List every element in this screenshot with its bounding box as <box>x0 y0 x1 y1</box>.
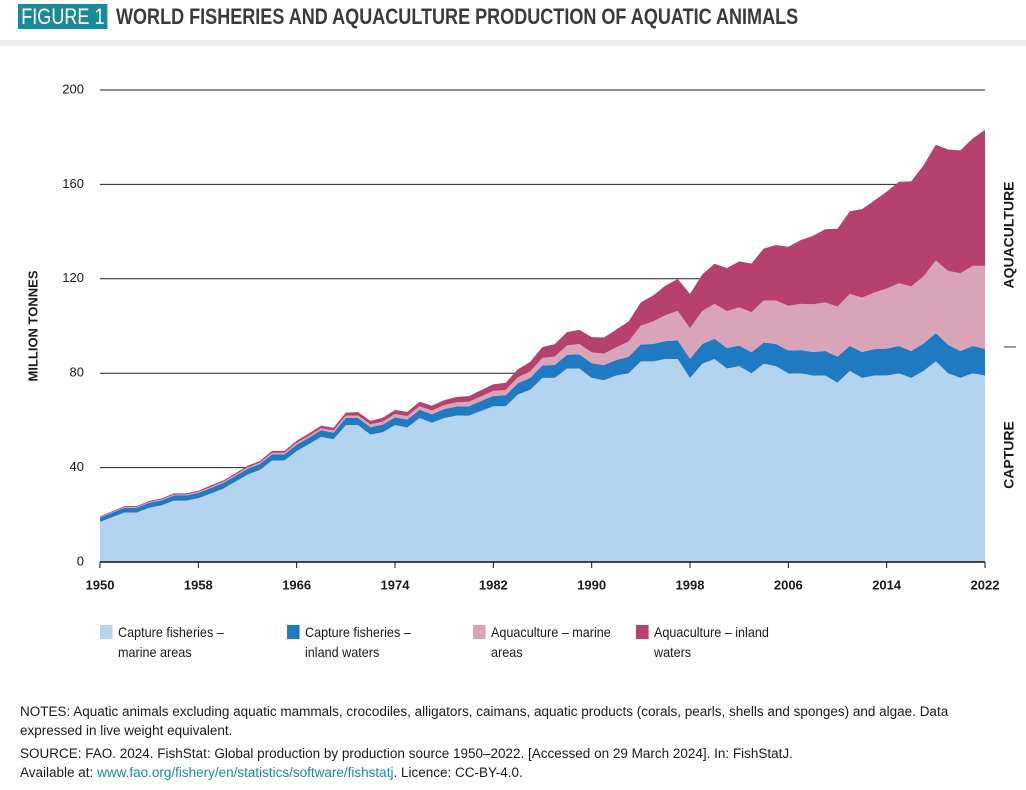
chart-title: WORLD FISHERIES AND AQUACULTURE PRODUCTI… <box>116 4 799 29</box>
source: SOURCE: FAO. 2024. FishStat: Global prod… <box>20 744 1010 782</box>
legend-swatch <box>100 625 113 639</box>
legend-swatch <box>473 625 486 639</box>
legend-label: Capture fisheries – marine areas <box>118 624 224 660</box>
legend-item: Capture fisheries – inland waters <box>287 622 440 662</box>
x-tick-label: 1998 <box>676 577 705 592</box>
source-text: SOURCE: FAO. 2024. FishStat: Global prod… <box>20 746 793 761</box>
legend-label: Aquaculture – inland waters <box>654 624 769 660</box>
y-tick-label: 200 <box>62 81 84 96</box>
source-suffix: . Licence: CC-BY-4.0. <box>393 765 523 780</box>
source-link[interactable]: www.fao.org/fishery/en/statistics/softwa… <box>97 765 394 780</box>
x-tick-label: 1982 <box>479 577 508 592</box>
x-tick-label: 1958 <box>184 577 213 592</box>
y-axis-label: MILLION TONNES <box>25 270 40 381</box>
figure-label: FIGURE 1 <box>18 4 108 29</box>
legend-item: Aquaculture – inland waters <box>636 622 789 662</box>
source-prefix: Available at: <box>20 765 94 780</box>
chart: MILLION TONNES AQUACULTURE CAPTURE 0 40 80… <box>25 81 1017 592</box>
x-tick-label: 1990 <box>577 577 606 592</box>
x-tick-label: 2006 <box>774 577 803 592</box>
y-tick-label: 0 <box>77 553 84 568</box>
y-tick-label: 160 <box>62 176 84 191</box>
y-tick-label: 80 <box>70 365 84 380</box>
area <box>100 333 985 522</box>
legend-swatch <box>636 625 649 639</box>
x-tick-label: 1974 <box>381 577 411 592</box>
x-tick-label: 1950 <box>86 577 115 592</box>
legend-item: Capture fisheries – marine areas <box>100 622 253 662</box>
x-tick-label: 2022 <box>971 577 1000 592</box>
annotation: CAPTURE <box>1001 421 1017 489</box>
area <box>100 260 985 518</box>
legend-item: Aquaculture – marine areas <box>473 622 626 662</box>
legend-label: Capture fisheries – inland waters <box>305 624 411 660</box>
y-tick-label: 120 <box>62 270 84 285</box>
notes: NOTES: Aquatic animals excluding aquatic… <box>20 704 949 738</box>
annotation: AQUACULTURE <box>1001 181 1017 288</box>
area <box>100 359 985 562</box>
x-tick-label: 1966 <box>282 577 311 592</box>
legend-swatch <box>287 625 300 639</box>
legend-label: Aquaculture – marine areas <box>491 624 611 660</box>
x-tick-label: 2014 <box>872 577 902 592</box>
header: FIGURE 1 WORLD FISHERIES AND AQUACULTURE… <box>0 0 1026 46</box>
y-tick-label: 40 <box>70 459 84 474</box>
